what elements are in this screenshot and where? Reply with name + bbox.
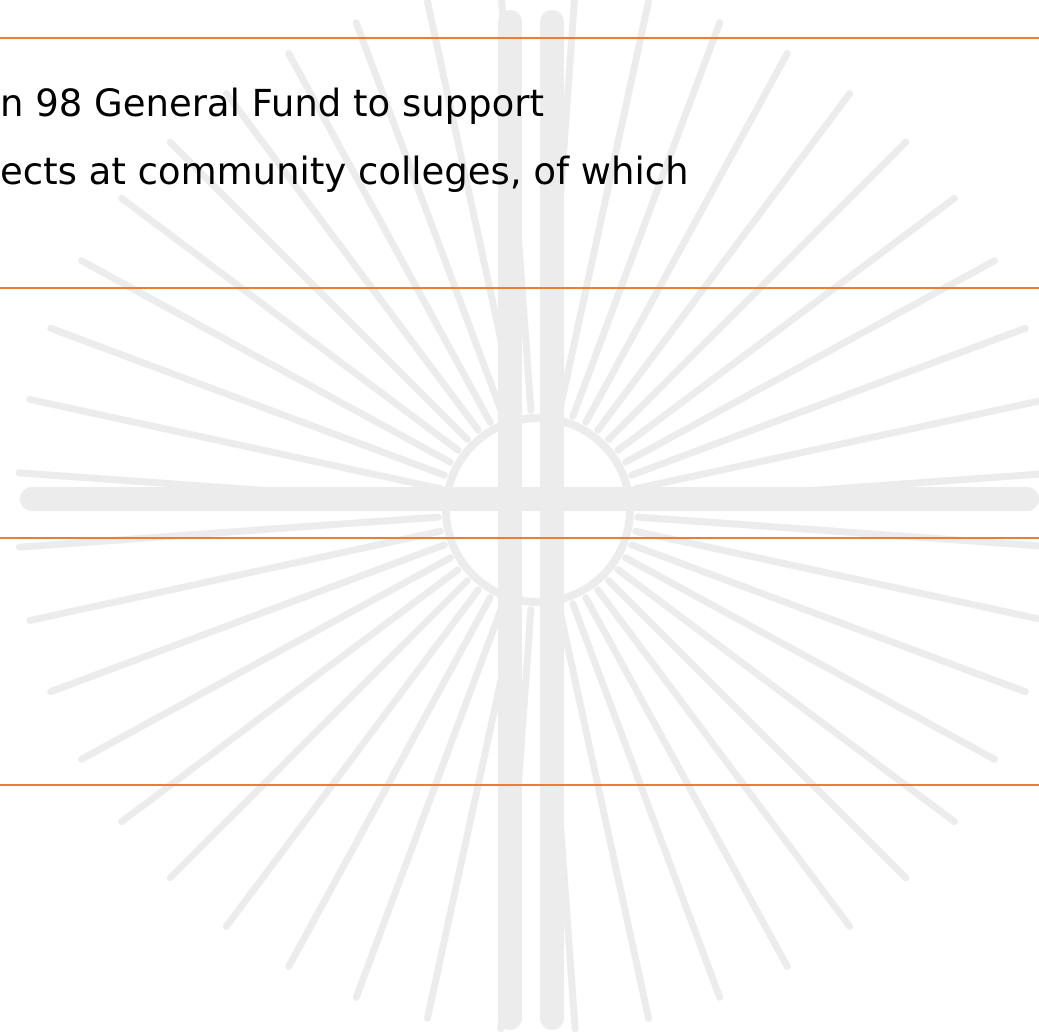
sunburst-ray [222, 90, 482, 434]
cross-bar-3 [20, 487, 1039, 511]
sunburst-ray [582, 594, 791, 970]
sunburst-ray [628, 324, 1029, 479]
sunburst-ray [555, 604, 652, 1022]
sunburst-ray [634, 513, 1039, 550]
sunburst-ray [285, 594, 494, 970]
sunburst-ray [632, 527, 1039, 623]
cross-bar-1 [498, 10, 522, 1030]
sunburst-ray [285, 50, 494, 426]
body-text-line-2: ects at community colleges, of which [0, 150, 689, 193]
sunburst-ray [352, 19, 507, 420]
sunburst-ray [118, 194, 462, 454]
sunburst-ray [605, 577, 910, 882]
sunburst-ray [632, 397, 1039, 493]
sunburst-ray [605, 138, 910, 443]
sunburst-ray [166, 577, 471, 882]
sunburst-ray [15, 513, 442, 551]
sunburst-ray [555, 0, 652, 416]
sunburst-ray [78, 554, 454, 763]
sunburst-ray [118, 566, 462, 826]
body-text-line-1: n 98 General Fund to support [0, 82, 544, 125]
sunburst-ray [628, 541, 1029, 696]
sunburst-rays [15, 0, 1039, 1033]
sunburst-ray [569, 19, 724, 420]
sunburst-ray [594, 90, 854, 434]
sunburst-ray [614, 566, 958, 826]
sunburst-ray [614, 194, 958, 454]
sunburst-ray [78, 257, 454, 466]
sunburst-ray [26, 527, 444, 624]
row-divider-2 [0, 287, 1039, 289]
row-divider-4 [0, 784, 1039, 786]
sunburst-ray [622, 257, 998, 466]
sunburst-ray [47, 324, 448, 479]
cross-bar-2 [540, 10, 564, 1030]
sunburst-ray [166, 138, 471, 443]
sunburst-ray [26, 396, 444, 493]
sunburst-ray [47, 541, 448, 696]
sunburst-ray [594, 586, 854, 930]
sunburst-ray [622, 554, 998, 763]
sunburst-ray [582, 50, 791, 426]
sunburst-ray [222, 586, 482, 930]
sunburst-ray [569, 600, 724, 1001]
sunburst-ray [352, 600, 507, 1001]
row-divider-3 [0, 537, 1039, 539]
row-divider-top [0, 37, 1039, 39]
